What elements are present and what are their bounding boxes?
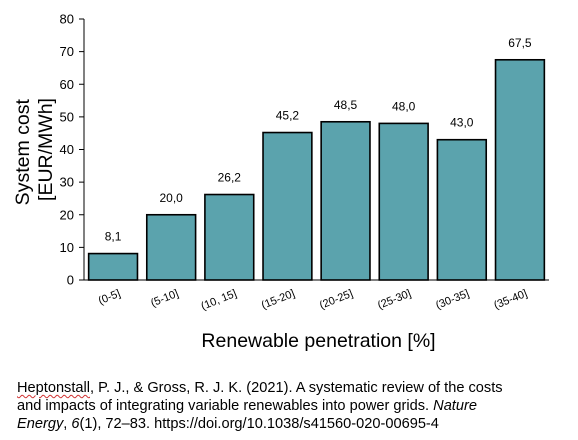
- bar: [204, 193, 255, 281]
- y-axis-label-line-2: [EUR/MWh]: [35, 98, 57, 201]
- citation-caption: Heptonstall, P. J., & Gross, R. J. K. (2…: [17, 379, 572, 433]
- x-tick-label: (5-10]: [149, 288, 180, 310]
- bar-value-label: 43,0: [450, 116, 474, 130]
- citation-line3: (1), 72–83. https://doi.org/10.1038/s415…: [79, 416, 439, 432]
- y-tick-label: 70: [60, 44, 74, 59]
- x-tick-label: (30-35]: [434, 288, 471, 312]
- citation-author: Heptonstall: [17, 380, 91, 396]
- bar: [320, 120, 371, 281]
- citation-volume: 6: [71, 416, 80, 432]
- y-tick-label: 80: [60, 12, 74, 27]
- citation-journal-1: Nature: [433, 398, 477, 414]
- y-tick-label: 60: [60, 77, 74, 92]
- x-axis-label: Renewable penetration [%]: [201, 330, 435, 352]
- y-tick-label: 40: [60, 142, 74, 157]
- citation-journal-2: Energy: [17, 416, 64, 432]
- x-tick-label: (25-30]: [376, 288, 413, 312]
- bar: [145, 213, 197, 281]
- x-tick-label: (15-20]: [260, 288, 297, 312]
- bar-value-label: 26,2: [218, 171, 242, 185]
- bar: [262, 131, 313, 281]
- x-tick-label: (20-25]: [318, 288, 355, 312]
- y-tick-label: 10: [60, 240, 74, 255]
- bar: [87, 252, 139, 281]
- data-labels: 8,1 20,0 26,2 45,2 48,5 48,0 43,0 67,5: [105, 36, 532, 244]
- bar-value-label: 48,5: [334, 98, 358, 112]
- x-axis-tick-labels: (0-5] (5-10] (10, 15] (15-20] (20-25] (25-30]…: [97, 288, 529, 313]
- bar-value-label: 45,2: [276, 109, 300, 123]
- citation-separator: ,: [63, 416, 72, 432]
- citation-line1: , P. J., & Gross, R. J. K. (2021). A sys…: [90, 380, 503, 396]
- x-tick-label: (10, 15]: [199, 288, 238, 313]
- y-axis-ticks: 0 10 20 30 40 50 60 70 80: [60, 12, 84, 288]
- x-tick-label: (35-40]: [492, 288, 529, 312]
- bar-value-label: 67,5: [508, 36, 532, 50]
- bar-value-label: 48,0: [392, 99, 416, 113]
- bar: [436, 138, 488, 281]
- y-axis-label-line-1: System cost: [12, 99, 34, 206]
- y-tick-label: 50: [60, 109, 74, 124]
- y-tick-label: 0: [67, 273, 74, 288]
- bar-value-label: 8,1: [105, 230, 122, 244]
- bar-value-label: 20,0: [160, 191, 184, 205]
- citation-line2: and impacts of integrating variable rene…: [17, 398, 434, 414]
- bars: [87, 58, 546, 281]
- y-axis-label: System cost [EUR/MWh]: [12, 94, 57, 206]
- bar-chart: 0 10 20 30 40 50 60 70 80 8,1 20,0 26,2 45,2 48,5 48,…: [12, 12, 549, 352]
- y-tick-label: 20: [60, 207, 74, 222]
- bar: [378, 122, 429, 281]
- y-tick-label: 30: [60, 175, 74, 190]
- bar: [494, 58, 546, 281]
- x-tick-label: (0-5]: [97, 288, 122, 308]
